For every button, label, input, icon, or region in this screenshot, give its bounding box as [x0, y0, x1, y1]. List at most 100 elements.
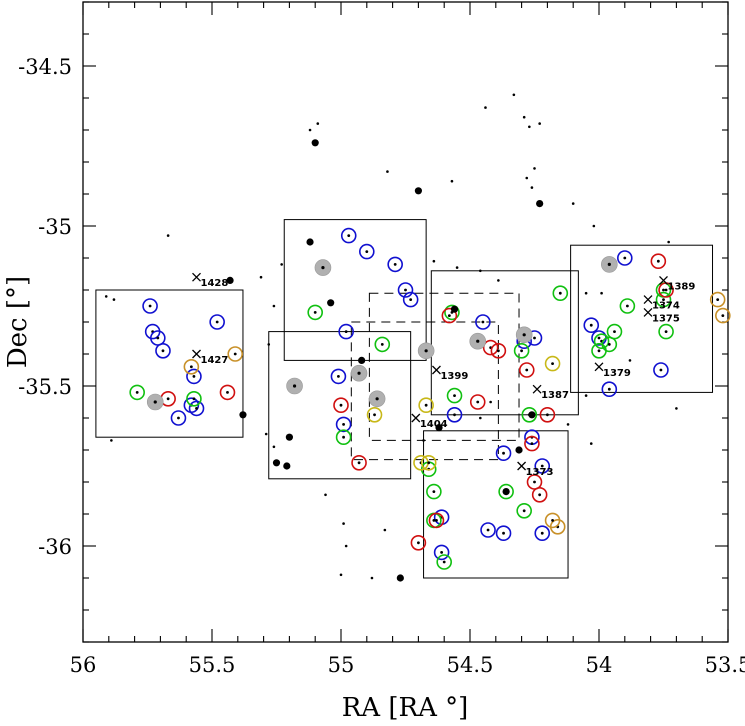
galaxy-dot [540, 531, 544, 535]
galaxy-cross [192, 349, 201, 359]
field-rectangle [570, 244, 714, 393]
small-dot [628, 359, 632, 362]
galaxy-dot [607, 343, 611, 346]
small-dot [525, 176, 529, 180]
blue-circle [335, 416, 352, 433]
galaxy-dot [607, 262, 611, 266]
small-dot [538, 122, 541, 125]
black-dot [239, 411, 247, 419]
galaxy-dot [540, 464, 544, 468]
galaxy-dot [721, 314, 725, 317]
galaxy-cross [411, 413, 421, 423]
galaxy-dot [195, 407, 198, 410]
red-circle [531, 486, 548, 503]
small-dot [422, 439, 425, 442]
green-circle [335, 429, 352, 446]
galaxy-dot [375, 397, 379, 401]
red-circle [518, 362, 535, 378]
green-circle [655, 291, 672, 308]
axis-ticks [82, 1, 729, 643]
galaxy-cross [659, 275, 668, 285]
orange-circle [183, 358, 200, 375]
small-dot [386, 170, 389, 173]
galaxy-dot [546, 413, 549, 417]
galaxy-dot [525, 368, 529, 372]
small-dot [497, 279, 500, 282]
small-dot [280, 263, 283, 266]
galaxy-dot [424, 349, 428, 353]
small-dot [166, 234, 170, 237]
green-circle [436, 554, 453, 570]
green-circle [521, 406, 538, 423]
galaxy-dot [597, 349, 601, 353]
small-dot [600, 291, 603, 295]
galaxy-dot [161, 349, 165, 353]
yellow-circle [366, 406, 383, 423]
galaxy-dot [357, 461, 361, 465]
galaxy-dot [192, 375, 196, 378]
galaxy-cross [192, 272, 201, 282]
black-dot [536, 200, 544, 208]
galaxy-dot [380, 343, 384, 346]
galaxy-dot [347, 234, 351, 238]
blue-circle [150, 330, 166, 346]
blue-circle [475, 314, 491, 330]
galaxy-dot [373, 413, 376, 417]
green-circle [498, 483, 514, 500]
galaxy-dot [432, 490, 436, 493]
galaxy-dot [623, 256, 627, 260]
small-dot [533, 167, 536, 170]
blue-circle [387, 256, 403, 273]
small-dot [383, 528, 387, 532]
yellow-circle [544, 355, 561, 372]
galaxy-label: 1389 [668, 281, 696, 292]
blue-circle [397, 282, 414, 298]
galaxy-dot [533, 336, 536, 340]
small-dot [479, 416, 482, 420]
blue-circle [534, 525, 551, 542]
blue-circle [616, 250, 633, 266]
galaxy-dot [664, 288, 668, 292]
blue-circle [330, 368, 347, 385]
blue-circle [433, 544, 450, 561]
galaxy-dot [502, 531, 505, 535]
galaxy-dot [432, 519, 436, 522]
black-dot [414, 187, 422, 195]
small-dot [450, 179, 454, 183]
small-dot [324, 493, 327, 497]
galaxy-dot [659, 368, 663, 372]
field-rectangle [430, 270, 579, 416]
blue-circle [402, 291, 419, 308]
small-dot [589, 442, 593, 445]
x-axis-title: RA [RA °] [342, 693, 469, 723]
field-rectangle [423, 430, 569, 579]
green-circle [619, 298, 636, 314]
black-dot [450, 305, 459, 313]
galaxy-cross [643, 295, 653, 305]
galaxy-dot [321, 266, 325, 270]
small-dot [112, 298, 116, 301]
small-dot [272, 304, 276, 308]
galaxy-dot [409, 298, 413, 301]
small-dot [259, 275, 263, 279]
blue-circle [601, 381, 618, 398]
red-circle [410, 534, 427, 551]
galaxy-dot [716, 298, 720, 301]
galaxy-dot [520, 349, 523, 353]
small-dot [584, 394, 588, 397]
small-dot [522, 115, 526, 119]
galaxy-dot [613, 330, 616, 333]
red-circle [219, 384, 236, 401]
green-circle [658, 323, 674, 340]
galaxy-dot [339, 403, 343, 407]
orange-circle [227, 346, 244, 362]
galaxy-cross [517, 461, 527, 471]
blue-circle [170, 410, 187, 426]
small-dot [370, 576, 374, 580]
galaxy-dot [453, 413, 456, 417]
galaxy-label: 1404 [420, 419, 448, 430]
small-dot [432, 259, 436, 263]
green-circle [426, 483, 442, 500]
blue-circle [446, 406, 463, 423]
